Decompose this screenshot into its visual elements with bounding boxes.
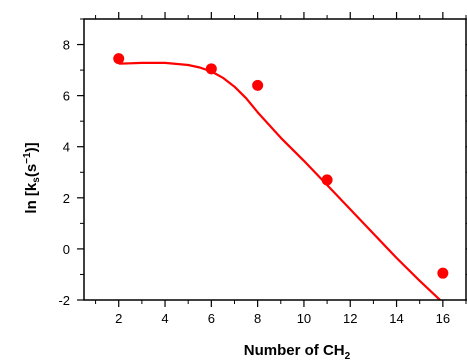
data-point [437,267,449,279]
y-tick-label: 0 [63,242,70,257]
x-tick-label: 14 [389,311,403,326]
y-tick-label: -2 [58,293,70,308]
data-point [113,53,125,65]
data-point [205,63,217,75]
x-tick-label: 6 [208,311,215,326]
fit-curve [118,61,442,300]
y-tick-label: 6 [63,89,70,104]
y-axis-label: ln [ks(s−1)] [22,142,42,213]
data-point [321,174,333,186]
x-tick-label: 10 [297,311,311,326]
y-tick-label: 8 [63,38,70,53]
data-point [252,79,264,91]
plot-frame [83,18,467,301]
x-tick-label: 12 [343,311,357,326]
x-axis-label: Number of CH2 [244,342,351,362]
y-tick-label: 2 [63,191,70,206]
points-layer [113,53,449,279]
x-tick-label: 8 [254,311,261,326]
y-tick-label: 4 [63,140,70,155]
x-tick-label: 16 [436,311,450,326]
x-tick-label: 4 [161,311,168,326]
fit-layer [118,61,442,300]
x-tick-label: 2 [115,311,122,326]
ticks-layer: 2 4 6 8 10 12 14 16 -2 0 2 4 6 8 [58,12,467,326]
